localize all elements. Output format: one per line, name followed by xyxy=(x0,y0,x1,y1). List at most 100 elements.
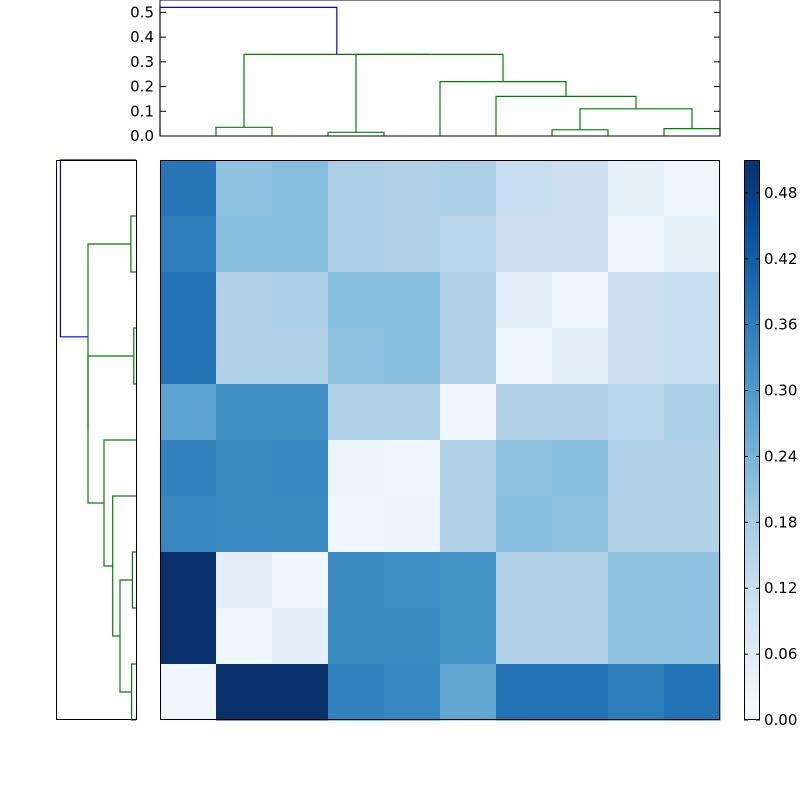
heatmap-cell xyxy=(552,328,609,385)
heatmap-cell xyxy=(384,664,441,721)
heatmap-cell xyxy=(272,496,329,553)
left-dendrogram-frame xyxy=(56,160,137,720)
heatmap-cell xyxy=(496,272,553,329)
colorbar-tick-label: 0.00 xyxy=(764,711,797,729)
heatmap-cell xyxy=(496,216,553,273)
heatmap-cell xyxy=(608,160,665,217)
heatmap-cell xyxy=(160,608,217,665)
heatmap-cell xyxy=(664,384,721,441)
left-dendrogram xyxy=(56,159,137,721)
heatmap-cell xyxy=(552,664,609,721)
left-dendrogram-link xyxy=(87,243,131,430)
heatmap-cell xyxy=(440,440,497,497)
heatmap-cell xyxy=(272,664,329,721)
heatmap-cell xyxy=(608,664,665,721)
heatmap-cell xyxy=(216,160,273,217)
heatmap-cell xyxy=(664,272,721,329)
heatmap-cell xyxy=(440,664,497,721)
heatmap-cell xyxy=(664,216,721,273)
heatmap-cell xyxy=(216,272,273,329)
heatmap-cell xyxy=(552,216,609,273)
top-dendrogram-tick-label: 0.4 xyxy=(130,28,154,46)
heatmap-cell xyxy=(608,496,665,553)
heatmap-cell xyxy=(328,496,385,553)
colorbar-tick-label: 0.12 xyxy=(764,579,797,597)
heatmap-cell xyxy=(496,440,553,497)
top-dendrogram-tick-label: 0.2 xyxy=(130,78,154,96)
heatmap-cell xyxy=(608,440,665,497)
heatmap-cell xyxy=(160,216,217,273)
heatmap-cell xyxy=(328,272,385,329)
heatmap-cell xyxy=(384,160,441,217)
heatmap-cell xyxy=(272,272,329,329)
heatmap-cell xyxy=(608,328,665,385)
heatmap-cell xyxy=(496,608,553,665)
top-dendrogram-link xyxy=(243,53,430,128)
colorbar-tick-label: 0.42 xyxy=(764,250,797,268)
heatmap-cell xyxy=(552,552,609,609)
heatmap-cell xyxy=(440,160,497,217)
heatmap-cell xyxy=(272,328,329,385)
heatmap-cell xyxy=(328,608,385,665)
heatmap-cell xyxy=(160,272,217,329)
heatmap-cell xyxy=(272,384,329,441)
heatmap-cell xyxy=(160,328,217,385)
heatmap-cell xyxy=(496,496,553,553)
heatmap-cell xyxy=(496,664,553,721)
heatmap-cell xyxy=(216,664,273,721)
heatmap-cell xyxy=(440,216,497,273)
heatmap-cell xyxy=(440,552,497,609)
heatmap-cell xyxy=(552,496,609,553)
heatmap-cell xyxy=(160,160,217,217)
heatmap-cell xyxy=(384,272,441,329)
heatmap-cell xyxy=(608,608,665,665)
top-dendrogram-y-axis: 0.0 0.1 0.2 0.3 0.4 0.5 xyxy=(130,3,720,145)
heatmap-cell xyxy=(384,608,441,665)
heatmap-cell xyxy=(384,440,441,497)
heatmap-cell xyxy=(608,384,665,441)
heatmap-cell xyxy=(496,328,553,385)
top-dendrogram-tick-label: 0.0 xyxy=(130,127,154,145)
heatmap-cell xyxy=(664,664,721,721)
heatmap-cell xyxy=(608,552,665,609)
colorbar-tick-label: 0.24 xyxy=(764,447,797,465)
colorbar-tick-label: 0.36 xyxy=(764,316,797,334)
heatmap-cell xyxy=(160,440,217,497)
heatmap-cell xyxy=(272,160,329,217)
heatmap-cell xyxy=(664,608,721,665)
heatmap-cell xyxy=(272,440,329,497)
colorbar-ticks: 0.00 0.06 0.12 0.18 0.24 0.30 0.36 0.42 0.48 xyxy=(744,184,797,729)
heatmap-cell xyxy=(552,272,609,329)
heatmap-cell xyxy=(552,440,609,497)
heatmap-cell xyxy=(216,328,273,385)
heatmap xyxy=(160,160,721,721)
heatmap-cell xyxy=(608,272,665,329)
heatmap-cell xyxy=(496,160,553,217)
heatmap-cell xyxy=(664,440,721,497)
heatmap-cell xyxy=(440,328,497,385)
heatmap-cell xyxy=(328,384,385,441)
heatmap-cell xyxy=(216,216,273,273)
heatmap-cell xyxy=(440,608,497,665)
heatmap-cell xyxy=(664,328,721,385)
heatmap-cell xyxy=(160,664,217,721)
colorbar-tick-label: 0.30 xyxy=(764,382,797,400)
heatmap-cell xyxy=(608,216,665,273)
heatmap-cell xyxy=(384,552,441,609)
heatmap-cell xyxy=(328,160,385,217)
heatmap-cell xyxy=(272,552,329,609)
heatmap-cell xyxy=(328,440,385,497)
heatmap-cell xyxy=(328,552,385,609)
top-dendrogram: 0.0 0.1 0.2 0.3 0.4 0.5 xyxy=(130,0,721,145)
heatmap-cell xyxy=(328,216,385,273)
heatmap-cell xyxy=(272,608,329,665)
heatmap-cell xyxy=(384,496,441,553)
heatmap-cell xyxy=(496,552,553,609)
heatmap-cell xyxy=(384,384,441,441)
top-dendrogram-frame xyxy=(159,0,721,137)
heatmap-cell xyxy=(440,272,497,329)
top-dendrogram-tick-label: 0.5 xyxy=(130,3,154,21)
heatmap-cell xyxy=(384,216,441,273)
colorbar-tick-label: 0.48 xyxy=(764,184,797,202)
